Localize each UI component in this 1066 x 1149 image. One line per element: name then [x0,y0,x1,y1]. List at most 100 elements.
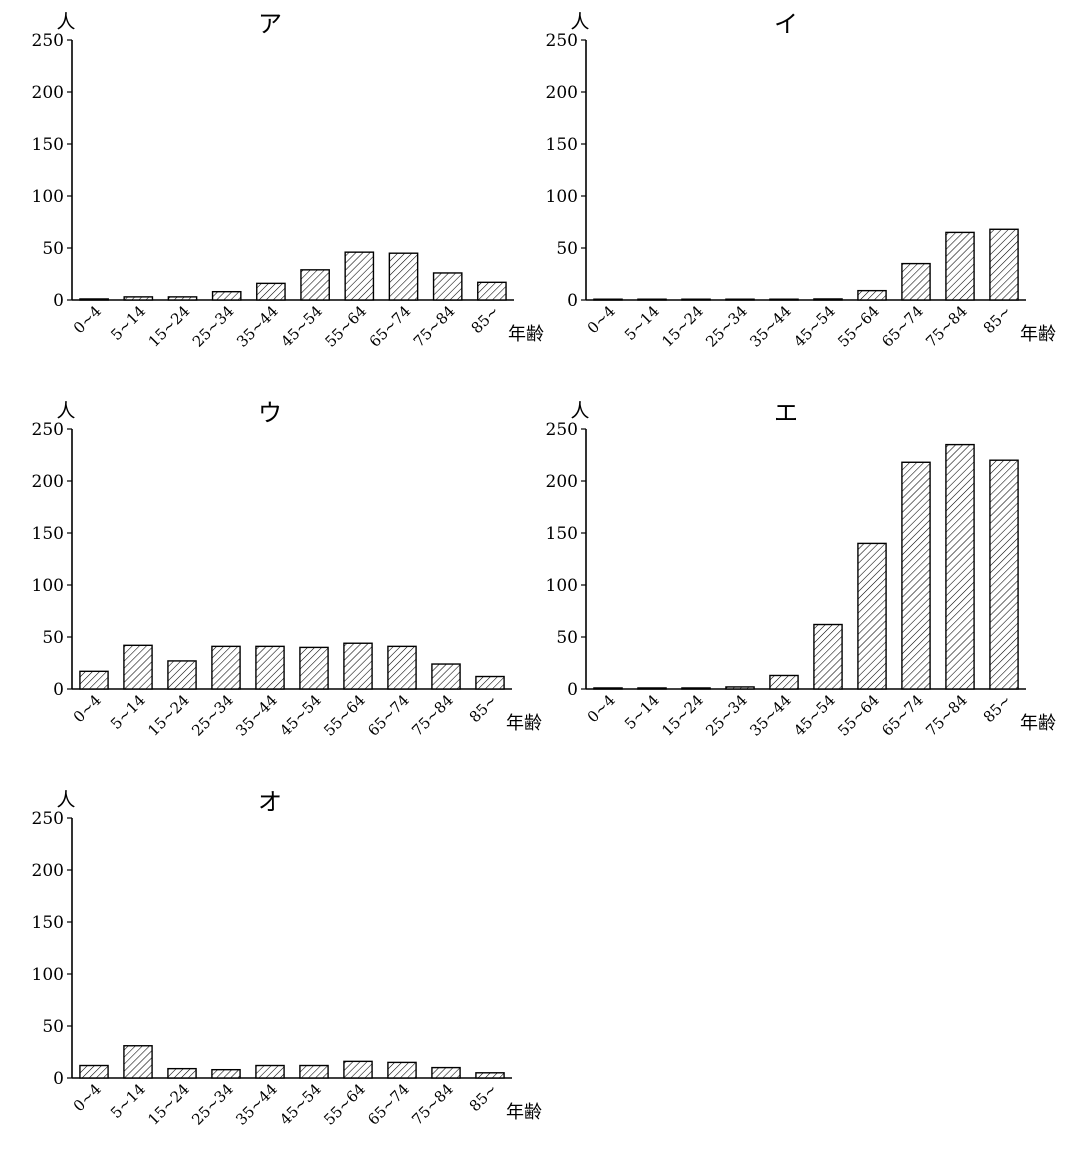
x-axis-label: 年齢 [506,1102,542,1123]
x-tick-label: 0~4 [70,302,105,337]
chart-title: イ [774,10,798,38]
y-tick-label: 50 [556,239,578,259]
y-axis-unit-label: 人 [570,400,589,422]
chart-title: オ [258,788,282,816]
bar-75-84 [432,272,463,301]
x-tick-label: 85~ [468,302,503,337]
y-axis-unit-label: 人 [570,11,589,33]
x-tick-label: 15~24 [145,302,194,351]
y-tick-label: 100 [546,576,578,596]
bar-35-44 [255,1064,285,1079]
x-tick-label: 25~34 [189,302,238,351]
y-tick-label: 200 [546,472,578,492]
x-tick-label: 5~14 [621,302,663,344]
bar-45-54 [299,646,329,690]
x-tick-label: 45~54 [790,691,839,740]
x-tick-label: 65~74 [364,691,413,740]
x-tick-label: 0~4 [70,691,105,726]
x-tick-label: 85~ [466,691,501,726]
x-axis-label: 年齢 [1020,713,1056,734]
bar-85- [989,459,1019,690]
bar-75-84 [431,1066,461,1079]
y-tick-label: 0 [53,1069,64,1089]
bar-75-84 [945,231,975,301]
x-tick-label: 15~24 [144,1080,193,1129]
bar-5-14 [637,298,667,301]
y-tick-label: 200 [32,861,64,881]
x-tick-label: 75~84 [922,302,971,351]
x-tick-label: 15~24 [658,302,707,351]
bar-65-74 [388,252,419,301]
bar-0-4 [79,670,109,690]
x-axis-label: 年齢 [508,324,544,345]
x-tick-label: 55~64 [834,691,883,740]
y-tick-label: 250 [32,420,64,440]
bar-55-64 [343,642,373,690]
bar-45-54 [299,1064,329,1079]
bar-85- [475,675,505,690]
x-tick-label: 85~ [466,1080,501,1115]
y-axis-unit-label: 人 [56,400,75,422]
y-tick-label: 150 [546,135,578,155]
y-tick-label: 0 [567,291,578,311]
bar-35-44 [256,282,286,301]
bar-15-24 [167,1067,197,1079]
y-tick-label: 250 [32,31,64,51]
y-tick-label: 100 [32,965,64,985]
bar-45-54 [813,298,843,301]
bar-35-44 [255,645,285,690]
bar-85- [475,1072,505,1079]
y-tick-label: 200 [32,83,64,103]
bar-35-44 [769,298,799,301]
y-tick-label: 0 [53,680,64,700]
x-tick-label: 45~54 [277,302,326,351]
x-tick-label: 5~14 [107,691,149,733]
bar-0-4 [593,298,623,301]
x-tick-label: 35~44 [232,691,281,740]
y-axis-unit-label: 人 [56,11,75,33]
bar-5-14 [637,687,667,690]
y-tick-label: 100 [32,576,64,596]
x-tick-label: 45~54 [276,1080,325,1129]
y-tick-label: 150 [32,524,64,544]
bar-75-84 [431,663,461,690]
bar-35-44 [769,674,799,690]
bar-15-24 [681,687,711,690]
y-tick-label: 200 [546,83,578,103]
x-tick-label: 25~34 [702,691,751,740]
x-tick-label: 25~34 [188,691,237,740]
x-tick-label: 55~64 [320,1080,369,1129]
bar-75-84 [945,443,975,690]
x-tick-label: 35~44 [746,691,795,740]
x-tick-label: 5~14 [107,1080,149,1122]
x-tick-label: 0~4 [584,302,619,337]
bar-15-24 [167,296,198,301]
x-tick-label: 55~64 [320,691,369,740]
y-tick-label: 50 [42,1017,64,1037]
y-tick-label: 250 [32,809,64,829]
bar-5-14 [123,296,154,301]
bar-65-74 [901,262,931,301]
bar-65-74 [387,1061,417,1079]
bar-55-64 [343,1060,373,1079]
x-tick-label: 65~74 [366,302,415,351]
bar-0-4 [79,298,109,301]
bar-0-4 [593,687,623,690]
bar-55-64 [857,289,887,301]
chart-title: エ [774,399,798,427]
x-tick-label: 75~84 [408,1080,457,1129]
bar-15-24 [681,298,711,301]
bar-55-64 [344,251,375,301]
y-tick-label: 150 [546,524,578,544]
x-tick-label: 15~24 [658,691,707,740]
x-tick-label: 5~14 [621,691,663,733]
chart-title: ア [258,10,282,38]
x-tick-label: 75~84 [408,691,457,740]
y-tick-label: 100 [32,187,64,207]
x-tick-label: 35~44 [746,302,795,351]
y-tick-label: 0 [567,680,578,700]
